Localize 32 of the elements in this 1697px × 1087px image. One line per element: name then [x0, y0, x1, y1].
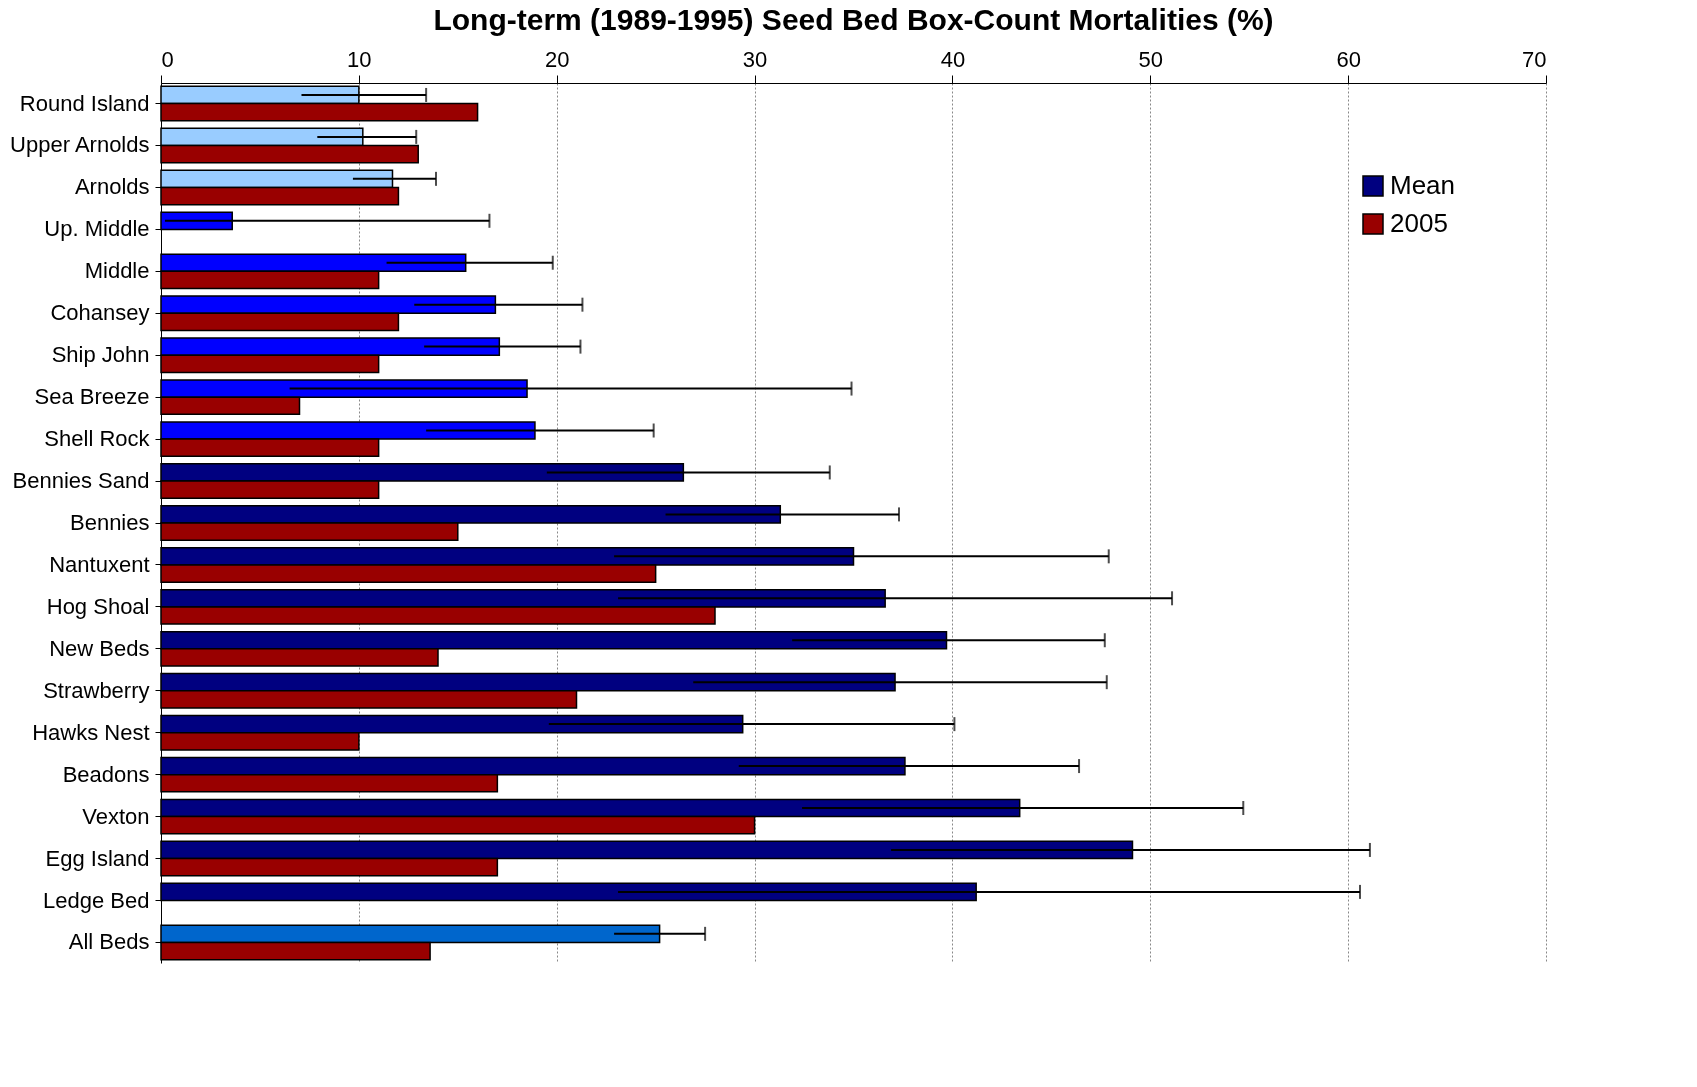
- y-tick-label: Arnolds: [74, 174, 150, 200]
- x-tick-label: 50: [1138, 46, 1164, 72]
- y-tick-label: Middle: [84, 258, 150, 284]
- y-tick-label: Upper Arnolds: [10, 132, 150, 158]
- y-tick-label: Hawks Nest: [32, 719, 150, 745]
- y-tick-label: Beadons: [62, 761, 150, 787]
- chart-title: Long-term (1989-1995) Seed Bed Box-Count Mortalities (%): [433, 3, 1274, 36]
- x-tick-label: 60: [1336, 46, 1361, 72]
- x-tick-label: 70: [1522, 46, 1547, 72]
- y-tick-label: Strawberry: [43, 677, 150, 703]
- x-tick-label: 30: [742, 46, 768, 72]
- y-tick-label: Ship John: [51, 342, 150, 368]
- y-tick-label: Up. Middle: [44, 216, 150, 242]
- y-tick-label: Nantuxent: [49, 551, 150, 577]
- y-tick-label: Shell Rock: [44, 426, 151, 452]
- y-tick-label: Hog Shoal: [46, 593, 150, 619]
- y-tick-label: Cohansey: [50, 300, 150, 326]
- y-tick-label: Ledge Bed: [43, 887, 150, 913]
- legend-label: 2005: [1390, 208, 1448, 238]
- y-tick-label: New Beds: [49, 635, 150, 661]
- y-tick-label: Vexton: [82, 803, 150, 829]
- y-tick-label: Round Island: [19, 90, 150, 116]
- y-tick-label: All Beds: [68, 929, 150, 955]
- x-tick-label: 20: [544, 46, 570, 72]
- y-tick-label: Bennies: [69, 510, 150, 535]
- y-tick-label: Sea Breeze: [34, 384, 150, 410]
- legend-label: Mean: [1390, 170, 1456, 200]
- x-tick-label: 40: [940, 46, 966, 72]
- x-tick-label: 10: [347, 46, 372, 72]
- y-tick-label: Egg Island: [45, 845, 150, 871]
- y-tick-label: Bennies Sand: [12, 468, 150, 494]
- x-tick-label: 0: [161, 46, 174, 72]
